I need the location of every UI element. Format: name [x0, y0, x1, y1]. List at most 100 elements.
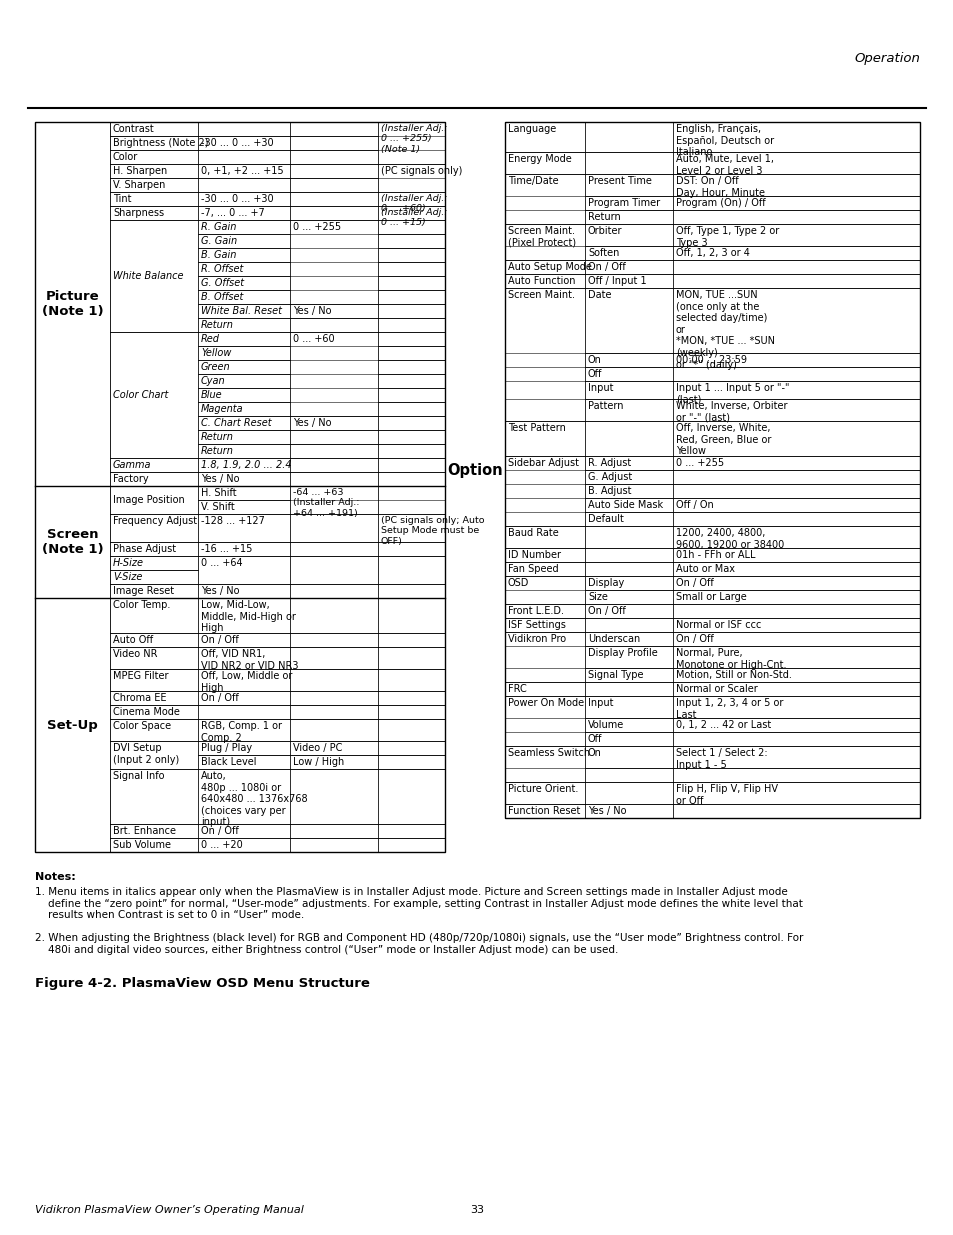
Text: Off / Input 1: Off / Input 1 — [587, 275, 646, 287]
Bar — [110, 741, 198, 769]
Bar — [198, 304, 290, 317]
Text: Flip H, Flip V, Flip HV
or Off: Flip H, Flip V, Flip HV or Off — [676, 784, 778, 805]
Bar — [35, 598, 110, 852]
Bar — [672, 590, 919, 604]
Bar — [198, 317, 290, 332]
Bar — [110, 220, 198, 332]
Text: Display: Display — [587, 578, 623, 588]
Bar — [672, 288, 919, 353]
Text: -7, ... 0 ... +7: -7, ... 0 ... +7 — [201, 207, 265, 219]
Text: On / Off: On / Off — [676, 578, 713, 588]
Bar — [198, 149, 290, 164]
Bar — [504, 152, 584, 174]
Text: Program (On) / Off: Program (On) / Off — [676, 198, 765, 207]
Bar — [672, 682, 919, 697]
Bar — [377, 332, 444, 346]
Bar — [584, 367, 672, 382]
Text: Off / On: Off / On — [676, 500, 713, 510]
Bar — [377, 416, 444, 430]
Bar — [504, 782, 584, 804]
Bar — [198, 692, 290, 705]
Bar — [672, 732, 919, 746]
Text: Frequency Adjust: Frequency Adjust — [112, 516, 197, 526]
Text: Return: Return — [201, 446, 233, 456]
Bar — [584, 174, 672, 196]
Text: Underscan: Underscan — [587, 634, 639, 643]
Bar — [110, 839, 198, 852]
Bar — [110, 584, 198, 598]
Bar — [198, 164, 290, 178]
Text: (Installer Adj.:
0 ... +15): (Installer Adj.: 0 ... +15) — [380, 207, 447, 227]
Text: -64 ... +63
(Installer Adj.:
+64 ... +191): -64 ... +63 (Installer Adj.: +64 ... +19… — [293, 488, 359, 517]
Bar — [672, 261, 919, 274]
Bar — [377, 647, 444, 669]
Bar — [672, 513, 919, 526]
Bar — [504, 274, 584, 288]
Bar — [198, 839, 290, 852]
Text: Normal or ISF ccc: Normal or ISF ccc — [676, 620, 760, 630]
Bar — [198, 403, 290, 416]
Text: On / Off: On / Off — [201, 693, 238, 703]
Bar — [672, 210, 919, 224]
Bar — [110, 136, 198, 149]
Text: R. Adjust: R. Adjust — [587, 458, 631, 468]
Text: Yes / No: Yes / No — [201, 585, 239, 597]
Text: Gamma: Gamma — [112, 459, 152, 471]
Text: C. Chart Reset: C. Chart Reset — [201, 417, 272, 429]
Text: Off, Inverse, White,
Red, Green, Blue or
Yellow: Off, Inverse, White, Red, Green, Blue or… — [676, 424, 771, 456]
Bar — [110, 206, 198, 220]
Text: Image Reset: Image Reset — [112, 585, 174, 597]
Bar — [672, 782, 919, 804]
Text: On / Off: On / Off — [201, 826, 238, 836]
Text: Auto or Max: Auto or Max — [676, 564, 734, 574]
Text: Display Profile: Display Profile — [587, 648, 657, 658]
Bar — [672, 646, 919, 668]
Text: 1200, 2400, 4800,
9600, 19200 or 38400: 1200, 2400, 4800, 9600, 19200 or 38400 — [676, 529, 783, 550]
Bar — [584, 548, 672, 562]
Bar — [110, 571, 198, 584]
Bar — [377, 233, 444, 248]
Bar — [110, 458, 198, 472]
Text: Small or Large: Small or Large — [676, 592, 746, 601]
Text: On / Off: On / Off — [201, 635, 238, 645]
Text: Baud Rate: Baud Rate — [507, 529, 558, 538]
Bar — [377, 839, 444, 852]
Bar — [377, 206, 444, 220]
Text: Cinema Mode: Cinema Mode — [112, 706, 180, 718]
Text: 0 ... +255: 0 ... +255 — [676, 458, 723, 468]
Bar — [290, 458, 377, 472]
Bar — [672, 804, 919, 818]
Bar — [672, 367, 919, 382]
Text: Blue: Blue — [201, 390, 222, 400]
Text: Input: Input — [587, 698, 613, 708]
Text: Yes / No: Yes / No — [587, 806, 626, 816]
Bar — [198, 769, 290, 824]
Bar — [672, 604, 919, 618]
Bar — [672, 224, 919, 246]
Bar — [290, 416, 377, 430]
Bar — [504, 526, 584, 548]
Text: (PC signals only): (PC signals only) — [380, 165, 462, 177]
Text: Yellow: Yellow — [201, 348, 232, 358]
Text: Screen
(Note 1): Screen (Note 1) — [42, 529, 103, 556]
Bar — [290, 598, 377, 634]
Text: 1. Menu items in italics appear only when the PlasmaView is in Installer Adjust : 1. Menu items in italics appear only whe… — [35, 887, 802, 920]
Bar — [198, 233, 290, 248]
Bar — [290, 206, 377, 220]
Text: G. Offset: G. Offset — [201, 278, 244, 288]
Text: Auto Setup Mode: Auto Setup Mode — [507, 262, 591, 272]
Bar — [377, 692, 444, 705]
Text: Off, 1, 2, 3 or 4: Off, 1, 2, 3 or 4 — [676, 248, 749, 258]
Bar — [198, 542, 290, 556]
Bar — [110, 598, 198, 634]
Bar — [504, 122, 584, 152]
Text: -30 ... 0 ... +30: -30 ... 0 ... +30 — [201, 138, 274, 148]
Text: Test Pattern: Test Pattern — [507, 424, 565, 433]
Bar — [584, 590, 672, 604]
Text: Seamless Switch: Seamless Switch — [507, 748, 590, 758]
Bar — [377, 304, 444, 317]
Bar — [672, 382, 919, 399]
Bar — [110, 472, 198, 487]
Bar — [290, 317, 377, 332]
Bar — [290, 332, 377, 416]
